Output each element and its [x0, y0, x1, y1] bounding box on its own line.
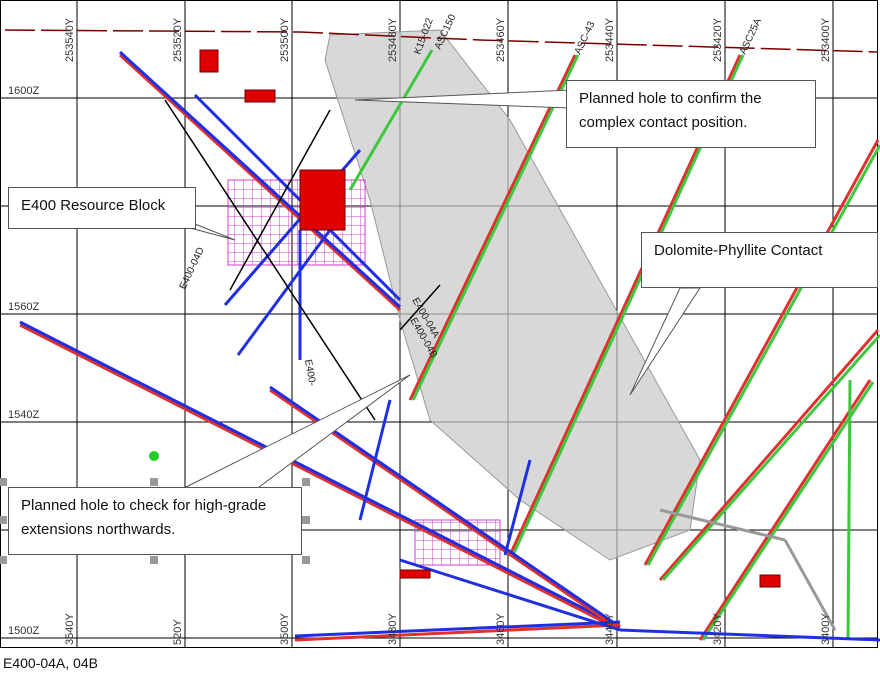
topography: [4, 29, 879, 53]
northing-label: 253460Y: [495, 17, 507, 62]
callout: Dolomite-Phyllite Contact: [641, 232, 878, 288]
northing-label: 253540Y: [64, 17, 76, 62]
northing-label: 3440Y: [604, 613, 616, 645]
callout: E400 Resource Block: [8, 187, 196, 229]
northing-label: 3480Y: [387, 613, 399, 645]
hole-label: ASC-43: [573, 19, 598, 56]
northing-label: 3540Y: [64, 613, 76, 645]
resize-handle: [150, 478, 158, 486]
assay-blocks: [199, 49, 781, 588]
resize-handle: [0, 556, 7, 564]
northing-label: 253500Y: [279, 17, 291, 62]
resize-handle: [302, 516, 310, 524]
northing-label: 253480Y: [387, 17, 399, 62]
northing-label: 3460Y: [495, 613, 507, 645]
northing-label: 253520Y: [172, 17, 184, 62]
northing-label: 520Y: [172, 619, 184, 645]
resize-handle: [0, 516, 7, 524]
caption: E400-04A, 04B: [3, 655, 98, 671]
hole-label: ASC25A: [738, 17, 764, 57]
planned-holes: [164, 99, 441, 421]
callout-pointer: [629, 287, 701, 396]
northing-label: 3400Y: [820, 613, 832, 645]
northing-label: 253400Y: [820, 17, 832, 62]
resize-handle: [302, 556, 310, 564]
northing-label: 3420Y: [712, 613, 724, 645]
resize-handle: [302, 478, 310, 486]
northing-label: 253440Y: [604, 17, 616, 62]
resize-handle: [150, 556, 158, 564]
elevation-label: 1600Z: [8, 85, 39, 97]
hole-label: E400-: [302, 359, 317, 387]
northing-label: 3500Y: [279, 613, 291, 645]
elevation-label: 1540Z: [8, 409, 39, 421]
rotate-handle: [149, 451, 159, 461]
callout-pointer: [179, 374, 411, 491]
callout: Planned hole to check for high-grade ext…: [8, 487, 302, 555]
resize-handle: [0, 478, 7, 486]
elevation-label: 1500Z: [8, 625, 39, 637]
callout: Planned hole to confirm the complex cont…: [566, 80, 816, 148]
elevation-label: 1560Z: [8, 301, 39, 313]
hole-label: E400-04D: [178, 246, 207, 291]
northing-label: 253420Y: [712, 17, 724, 62]
